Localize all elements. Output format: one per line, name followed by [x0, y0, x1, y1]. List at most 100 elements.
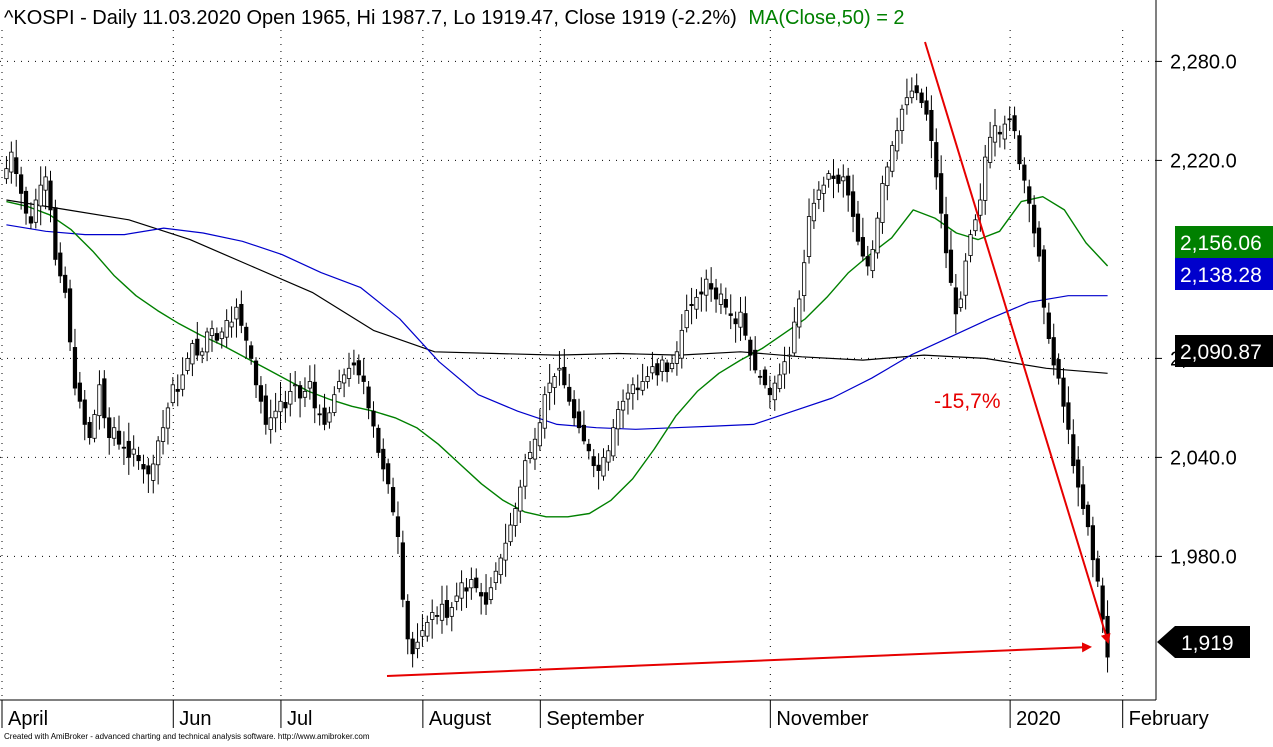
candle — [141, 454, 146, 484]
candle — [601, 448, 606, 481]
candle-body — [58, 252, 63, 277]
candle — [156, 436, 161, 485]
candle-body — [253, 360, 259, 386]
candle-body — [963, 260, 968, 296]
candle — [67, 279, 73, 351]
candle-body — [200, 351, 205, 356]
candle — [885, 161, 890, 201]
candle-body — [425, 622, 430, 637]
candle — [361, 357, 366, 395]
candle-body — [557, 367, 562, 371]
candle — [983, 144, 988, 215]
candle — [919, 88, 924, 109]
candle — [870, 240, 875, 279]
candle — [542, 386, 547, 439]
candle-body — [351, 362, 357, 366]
candle — [973, 214, 978, 236]
candle-body — [757, 375, 763, 378]
candle — [332, 386, 337, 417]
candle-body — [420, 630, 425, 637]
candle — [322, 393, 327, 431]
candle-body — [219, 331, 224, 340]
candle-body — [782, 361, 787, 375]
candle — [48, 170, 53, 223]
candle-body — [943, 214, 949, 254]
candle-body — [1071, 434, 1076, 467]
badge-bg — [1157, 626, 1250, 658]
candle — [943, 196, 949, 269]
candle — [449, 602, 454, 632]
candle-body — [684, 310, 689, 329]
candle — [1022, 157, 1027, 194]
candle-body — [718, 293, 724, 305]
candle — [753, 336, 758, 374]
candle-body — [508, 524, 513, 543]
candle-body — [1002, 123, 1007, 140]
baseline-arrow — [386, 642, 1092, 677]
candle-body — [53, 207, 58, 260]
candle-body — [151, 463, 156, 481]
candle — [111, 417, 117, 446]
badge-value: 1,919 — [1181, 632, 1234, 655]
candle — [572, 390, 577, 427]
candle — [620, 389, 626, 429]
price-badges: 2,156.06 2,138.28 2,090.87 1,919 — [1157, 226, 1273, 658]
candle-body — [1046, 312, 1051, 339]
candle-body — [811, 202, 817, 222]
candle-body — [660, 359, 665, 372]
candle-body — [953, 287, 958, 315]
candle-body — [748, 339, 753, 356]
candle-body — [532, 438, 538, 460]
candle-body — [180, 374, 185, 390]
candle — [733, 311, 738, 343]
candle — [562, 348, 567, 389]
candle-body — [1100, 585, 1105, 620]
candle-body — [1041, 249, 1047, 308]
candle — [400, 530, 405, 608]
candle-body — [1056, 359, 1061, 379]
candle — [625, 383, 631, 415]
gridlines — [0, 30, 1162, 700]
candle — [317, 404, 322, 426]
candle — [875, 212, 880, 259]
candle — [371, 401, 376, 438]
badge-value: 2,156.06 — [1180, 232, 1262, 255]
candle-body — [72, 347, 78, 389]
candle — [4, 156, 9, 184]
candle — [146, 458, 151, 493]
candle-body — [924, 100, 929, 115]
candle — [1041, 245, 1047, 325]
candle-body — [439, 603, 445, 621]
candle — [493, 562, 498, 591]
candle — [469, 567, 474, 600]
candle — [410, 631, 415, 668]
badge-value: 2,138.28 — [1180, 264, 1262, 287]
candle-body — [865, 256, 870, 267]
candle — [934, 128, 939, 190]
candle — [327, 406, 332, 429]
candle-body — [890, 145, 895, 172]
candle — [880, 175, 885, 234]
candle-body — [376, 427, 381, 453]
candle — [992, 108, 998, 157]
candle — [185, 352, 190, 375]
candle — [87, 416, 92, 445]
candle — [929, 95, 934, 159]
candle — [190, 339, 195, 377]
candle — [405, 594, 410, 655]
candle-body — [234, 306, 239, 320]
candle — [860, 217, 865, 262]
candle-body — [713, 287, 719, 300]
candle — [342, 368, 347, 398]
candle — [532, 427, 538, 470]
candle-body — [77, 382, 82, 402]
candle-body — [1027, 186, 1032, 204]
candle-body — [479, 592, 484, 597]
candle — [346, 352, 352, 387]
time-axis-labels: April Jun Jul August September November 2020 Fe… — [1, 700, 1209, 730]
candle — [82, 390, 87, 441]
drop-percent-label: -15,7% — [934, 390, 1001, 413]
candle-body — [992, 125, 998, 143]
candle — [459, 570, 464, 611]
candle — [924, 86, 929, 121]
